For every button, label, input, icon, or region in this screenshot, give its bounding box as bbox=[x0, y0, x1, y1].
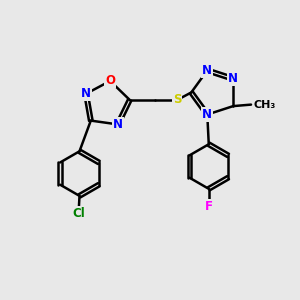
Text: N: N bbox=[81, 87, 91, 100]
Text: F: F bbox=[205, 200, 213, 213]
Text: O: O bbox=[105, 74, 115, 88]
Text: S: S bbox=[173, 93, 182, 106]
Text: N: N bbox=[202, 64, 212, 77]
Text: N: N bbox=[228, 72, 238, 85]
Text: N: N bbox=[202, 108, 212, 121]
Text: CH₃: CH₃ bbox=[253, 100, 275, 110]
Text: Cl: Cl bbox=[73, 207, 85, 220]
Text: N: N bbox=[113, 118, 123, 131]
